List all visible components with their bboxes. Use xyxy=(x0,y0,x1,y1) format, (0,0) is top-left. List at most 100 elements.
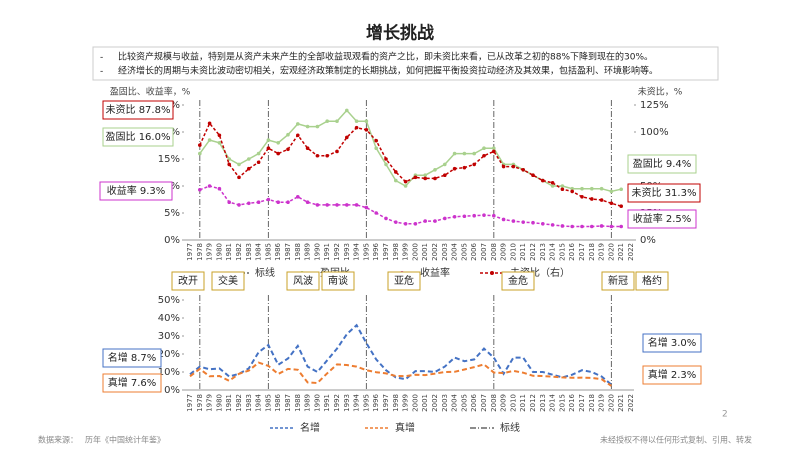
annotation-box xyxy=(171,271,205,291)
x-tick-label: 1998 xyxy=(392,394,400,412)
page-number: 2 xyxy=(722,410,728,420)
data-point xyxy=(247,201,251,206)
annotation-box xyxy=(102,100,174,120)
data-point xyxy=(560,187,565,192)
annotation-box xyxy=(211,271,245,291)
y-tick-label: 0% xyxy=(164,385,180,396)
annotation: 盈固比 16.0% xyxy=(106,131,171,143)
data-point xyxy=(550,223,555,227)
x-tick-label: 1988 xyxy=(294,394,302,412)
annotation-box xyxy=(102,348,162,368)
annotation-box xyxy=(99,181,173,201)
x-tick-label: 1993 xyxy=(343,243,351,261)
annotation-box xyxy=(102,127,174,147)
data-point xyxy=(207,138,212,142)
data-point xyxy=(452,151,457,156)
data-point xyxy=(580,195,584,199)
x-tick-label: 1989 xyxy=(304,394,312,412)
x-tick-label: 1999 xyxy=(402,394,410,412)
annotation: 格约 xyxy=(642,274,662,287)
annotation: 未资比 31.3% xyxy=(632,187,697,199)
x-tick-label: 2020 xyxy=(607,243,615,261)
x-tick-label: 1995 xyxy=(362,243,370,261)
data-point xyxy=(237,162,241,167)
annotation: 真增 7.6% xyxy=(108,376,157,389)
x-tick-label: 1992 xyxy=(333,243,341,261)
data-point xyxy=(599,224,604,228)
data-point xyxy=(217,186,222,191)
data-point xyxy=(609,201,614,206)
x-tick-label: 1992 xyxy=(333,394,341,412)
x-tick-label: 2021 xyxy=(617,243,625,261)
data-point xyxy=(599,198,604,202)
data-point xyxy=(296,133,300,138)
x-tick-label: 2005 xyxy=(460,394,468,412)
annotation: 风波 xyxy=(293,274,313,287)
x-tick-label: 1986 xyxy=(274,393,282,411)
data-point xyxy=(433,168,437,172)
data-point xyxy=(609,224,614,229)
data-point xyxy=(305,200,310,204)
data-point xyxy=(511,219,516,223)
annotation: 名增 3.0% xyxy=(648,336,697,349)
data-point xyxy=(305,124,310,129)
data-point xyxy=(619,187,623,192)
data-point xyxy=(217,133,222,138)
x-tick-label: 2015 xyxy=(558,394,566,412)
x-tick-label: 1995 xyxy=(362,394,370,412)
data-point xyxy=(374,138,379,143)
x-tick-label: 2012 xyxy=(529,394,537,412)
data-point xyxy=(403,222,408,226)
x-tick-label: 1997 xyxy=(382,394,390,412)
data-point xyxy=(394,170,398,174)
data-point xyxy=(217,141,222,145)
x-tick-label: 1997 xyxy=(382,243,390,261)
x-tick-label: 1985 xyxy=(264,394,272,412)
data-point xyxy=(286,147,290,152)
data-point xyxy=(570,224,574,229)
data-point xyxy=(511,164,516,169)
y2-tick-label: 100% xyxy=(640,127,669,138)
x-tick-label: 2018 xyxy=(588,243,596,261)
x-tick-label: 2022 xyxy=(627,243,635,261)
annotation: 金危 xyxy=(508,274,528,287)
y-tick-label: 20% xyxy=(158,349,180,360)
data-point xyxy=(384,157,388,161)
y-tick-label: 40% xyxy=(158,313,180,324)
data-point xyxy=(462,165,467,170)
data-point xyxy=(276,200,281,204)
legend-marker xyxy=(490,271,494,275)
x-tick-label: 2000 xyxy=(411,394,419,412)
data-point xyxy=(247,166,251,171)
x-tick-label: 1983 xyxy=(245,394,253,412)
x-tick-label: 2001 xyxy=(421,243,429,261)
x-tick-label: 1991 xyxy=(323,243,331,261)
x-tick-label: 1987 xyxy=(284,243,292,261)
x-tick-label: 2008 xyxy=(490,243,498,261)
x-tick-label: 2012 xyxy=(529,243,537,261)
annotation-box xyxy=(601,271,635,291)
bullet-box xyxy=(92,46,719,81)
series-line xyxy=(189,361,612,387)
x-tick-label: 1979 xyxy=(206,394,214,412)
annotation: 交美 xyxy=(218,274,238,287)
x-tick-label: 2009 xyxy=(500,394,508,412)
x-tick-label: 1983 xyxy=(245,243,253,261)
data-point xyxy=(501,164,506,169)
data-point xyxy=(325,119,330,123)
data-point xyxy=(207,121,212,126)
data-point xyxy=(276,151,281,156)
legend-label: 名增 xyxy=(300,421,320,434)
data-point xyxy=(374,211,379,215)
data-point xyxy=(619,224,623,229)
data-point xyxy=(207,184,212,188)
x-tick-label: 1996 xyxy=(372,242,380,260)
data-point xyxy=(247,157,251,161)
data-point xyxy=(296,195,300,199)
data-point xyxy=(364,119,369,123)
data-point xyxy=(403,184,408,188)
data-point xyxy=(433,176,437,181)
x-tick-label: 2003 xyxy=(441,243,449,261)
data-point xyxy=(315,153,320,158)
x-tick-label: 1996 xyxy=(372,393,380,411)
